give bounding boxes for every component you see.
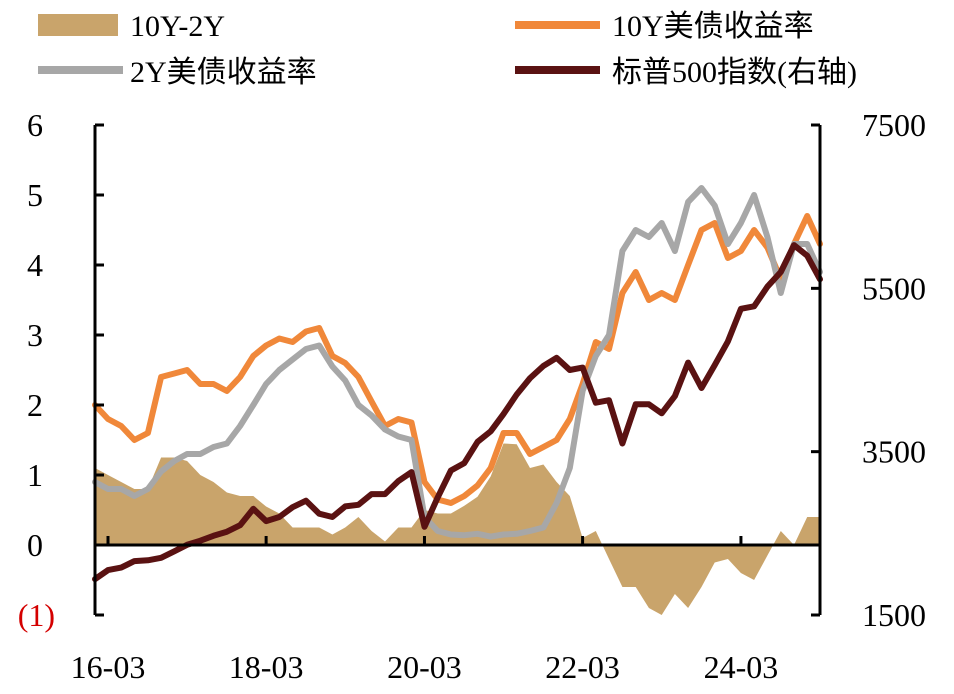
x-tick-label: 18-03 [229,649,304,685]
x-tick-label: 22-03 [545,649,620,685]
legend-item-spx: 标普500指数(右轴) [515,56,857,89]
series-line-y2 [92,185,823,540]
series-line-spx [92,242,823,583]
series-area-spread [95,443,820,615]
legend-item-y2: 2Y美债收益率 [38,56,317,89]
legend-item-y10: 10Y美债收益率 [515,10,814,43]
left-tick-label: 2 [27,387,43,423]
left-tick-label: 1 [27,457,43,493]
x-tick-label: 24-03 [704,649,779,685]
right-tick-label: 3500 [862,434,926,470]
x-axis: 16-03 18-03 20-03 22-03 24-03 [71,536,820,685]
legend: 10Y-2Y 10Y美债收益率 2Y美债收益率 标普500指数(右轴) [38,10,857,89]
legend-label-y10: 10Y美债收益率 [612,10,814,43]
series-line-y10 [92,213,823,506]
legend-label-spx: 标普500指数(右轴) [612,56,857,89]
right-axis: 1500 3500 5500 7500 [811,107,926,633]
left-tick-label: 0 [27,527,43,563]
legend-label-spread: 10Y-2Y [130,10,225,43]
area-layer [95,443,820,615]
left-tick-label: 6 [27,107,43,143]
left-tick-label: 4 [27,247,43,283]
right-tick-label: 5500 [862,270,926,306]
line-layer [92,185,823,583]
legend-item-spread: 10Y-2Y [38,10,225,43]
x-tick-label: 20-03 [387,649,462,685]
x-tick-label: 16-03 [71,649,146,685]
right-tick-label: 1500 [862,597,926,633]
left-tick-label: 5 [27,177,43,213]
left-tick-label: 3 [27,317,43,353]
right-tick-label: 7500 [862,107,926,143]
legend-label-y2: 2Y美债收益率 [130,56,317,89]
left-axis: 0 1 2 3 4 5 6 (1) [18,107,104,633]
legend-swatch-spread [38,14,118,36]
left-tick-label-negative: (1) [18,597,55,633]
